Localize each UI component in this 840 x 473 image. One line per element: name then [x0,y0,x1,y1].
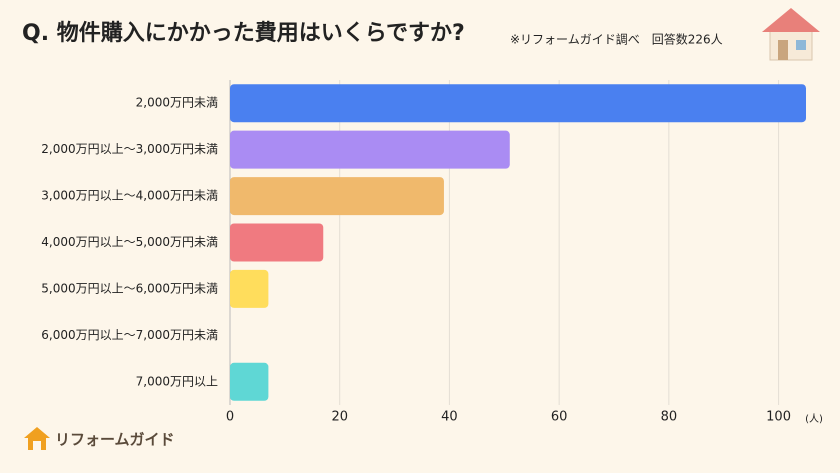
y-tick-label: 2,000万円未満 [136,96,218,110]
chart-title: Q. 物件購入にかかった費用はいくらですか? [22,20,465,46]
house-icon [762,8,820,61]
x-tick-label: 60 [551,410,568,425]
bar [230,84,806,123]
y-tick-label: 4,000万円以上〜5,000万円未満 [41,235,218,249]
y-tick-label: 7,000万円以上 [136,374,218,388]
logo-icon [24,427,50,450]
x-tick-label: 0 [226,410,234,425]
bar [230,130,510,169]
chart-subtitle: ※リフォームガイド調べ 回答数226人 [510,32,723,47]
y-tick-label: 5,000万円以上〜6,000万円未満 [41,281,218,295]
bar [230,362,269,401]
y-tick-label: 2,000万円以上〜3,000万円未満 [41,142,218,156]
x-tick-label: 20 [331,410,348,425]
x-tick-label: 80 [661,410,678,425]
y-tick-label: 3,000万円以上〜4,000万円未満 [41,189,218,203]
bar [230,177,444,216]
x-axis-unit: (人) [805,413,823,425]
bar [230,223,324,262]
x-tick-label: 100 [766,410,791,425]
y-tick-label: 6,000万円以上〜7,000万円未満 [41,328,218,342]
x-tick-label: 40 [441,410,458,425]
bar [230,269,269,308]
logo-text: リフォームガイド [55,431,175,449]
